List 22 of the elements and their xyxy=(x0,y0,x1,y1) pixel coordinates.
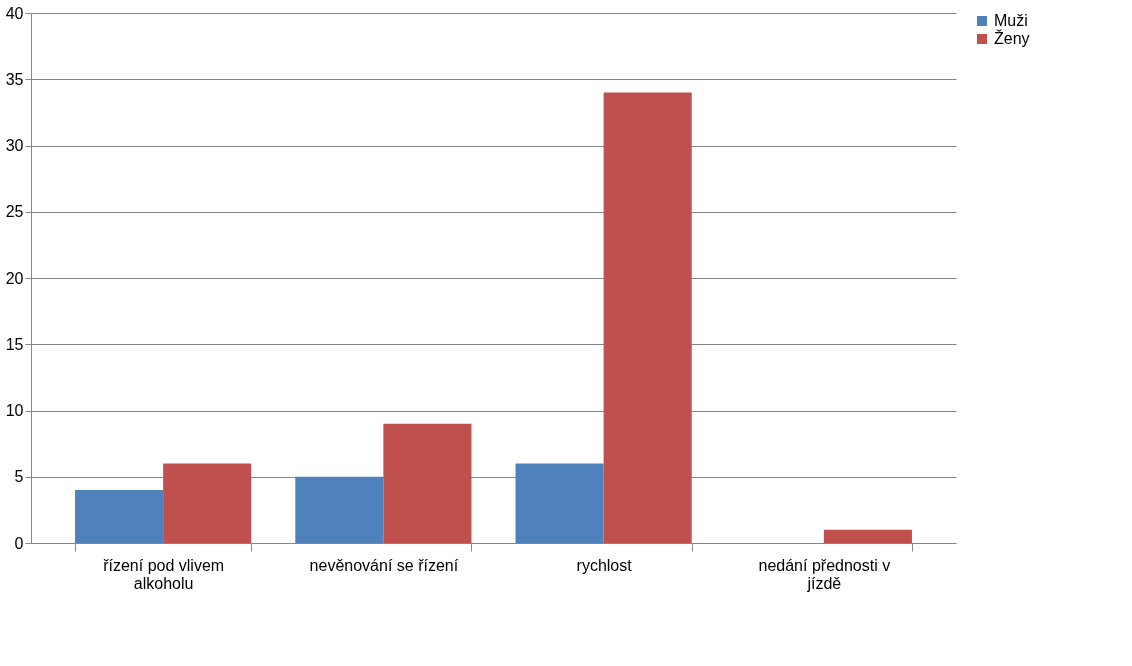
y-tick-label: 30 xyxy=(5,137,24,154)
x-tick-label: nevěnování se řízení xyxy=(309,556,459,574)
y-tick-label: 35 xyxy=(5,70,24,88)
bar xyxy=(823,529,912,543)
bar xyxy=(383,423,472,543)
x-tick-label: řízení pod vlivem alkoholu xyxy=(103,556,225,592)
y-tick-label: 15 xyxy=(5,335,24,353)
legend-label: Muži xyxy=(994,12,1028,29)
bar xyxy=(603,92,692,543)
bar xyxy=(295,476,384,543)
bar xyxy=(163,463,252,543)
bar xyxy=(515,463,604,543)
y-tick-label: 5 xyxy=(14,468,24,486)
y-tick-label: 20 xyxy=(5,269,24,287)
y-tick-label: 0 xyxy=(14,534,24,552)
legend-label: Ženy xyxy=(994,29,1030,47)
y-tick-label: 25 xyxy=(5,203,24,221)
x-tick-label: rychlost xyxy=(576,556,633,574)
x-tick-label: nedání přednosti v jízdě xyxy=(758,556,891,592)
y-tick-label: 10 xyxy=(5,402,24,419)
y-tick-label: 40 xyxy=(5,4,24,22)
bar xyxy=(75,490,164,543)
